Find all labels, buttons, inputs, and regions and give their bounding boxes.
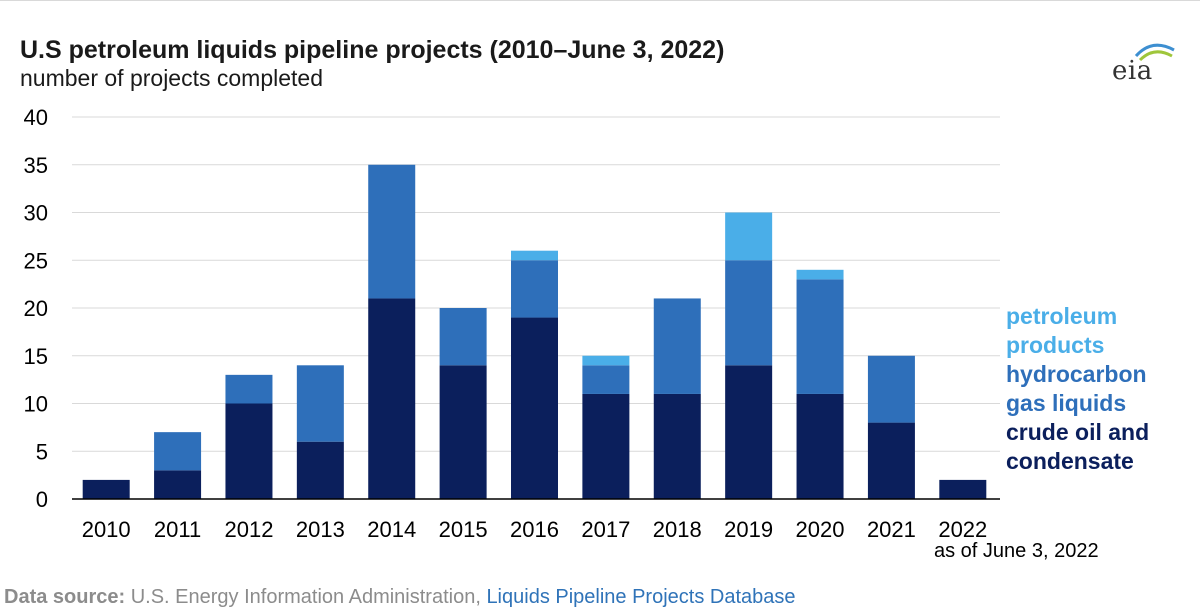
legend-item-crude-oil-and-condensate: crude oil and condensate <box>1006 419 1150 474</box>
y-tick-label: 40 <box>24 105 48 130</box>
bar-petroleum-products-2016 <box>511 250 558 261</box>
bar-crude-oil-and-condensate-2014 <box>368 298 416 499</box>
bar-hydrocarbon-gas-liquids-2015 <box>439 308 487 366</box>
x-tick-label: 2011 <box>154 517 201 542</box>
date-note: as of June 3, 2022 <box>934 540 1099 562</box>
bar-crude-oil-and-condensate-2013 <box>296 441 344 499</box>
x-tick-label: 2020 <box>796 517 845 542</box>
bar-hydrocarbon-gas-liquids-2013 <box>296 365 344 442</box>
x-tick-label: 2016 <box>510 517 559 542</box>
x-tick-label: 2014 <box>367 517 416 542</box>
x-tick-label: 2010 <box>82 517 131 542</box>
bar-crude-oil-and-condensate-2018 <box>653 393 701 499</box>
chart-legend: petroleum products hydrocarbon gas liqui… <box>1006 302 1196 476</box>
x-tick-label: 2022 <box>938 517 987 542</box>
x-tick-label: 2012 <box>224 517 273 542</box>
bar-hydrocarbon-gas-liquids-2018 <box>653 298 701 394</box>
bar-crude-oil-and-condensate-2016 <box>511 317 558 499</box>
bar-petroleum-products-2019 <box>725 212 773 261</box>
chart-title: U.S petroleum liquids pipeline projects … <box>20 36 725 64</box>
y-tick-label: 35 <box>24 153 48 178</box>
x-tick-label: 2013 <box>296 517 345 542</box>
x-tick-label: 2017 <box>581 517 630 542</box>
bar-crude-oil-and-condensate-2017 <box>582 393 630 499</box>
y-tick-label: 0 <box>36 487 48 512</box>
source-label: Data source: <box>4 586 126 608</box>
bar-hydrocarbon-gas-liquids-2012 <box>225 374 273 404</box>
bar-crude-oil-and-condensate-2021 <box>867 422 915 499</box>
bar-crude-oil-and-condensate-2015 <box>439 365 487 499</box>
source-link[interactable]: Liquids Pipeline Projects Database <box>486 586 796 608</box>
legend-item-hydrocarbon-gas-liquids: hydrocarbon gas liquids <box>1006 361 1147 416</box>
x-tick-label: 2021 <box>867 517 916 542</box>
bar-crude-oil-and-condensate-2012 <box>225 403 273 499</box>
data-source: Data source: U.S. Energy Information Adm… <box>4 586 796 609</box>
bar-hydrocarbon-gas-liquids-2017 <box>582 365 630 394</box>
bar-hydrocarbon-gas-liquids-2016 <box>511 260 558 318</box>
legend-item-petroleum-products: petroleum products <box>1006 303 1118 358</box>
bar-crude-oil-and-condensate-2020 <box>796 393 844 499</box>
eia-logo-text: eia <box>1112 56 1153 86</box>
x-tick-label: 2018 <box>653 517 702 542</box>
y-tick-label: 20 <box>24 296 48 321</box>
chart-subtitle: number of projects completed <box>20 65 323 91</box>
y-tick-label: 15 <box>24 344 48 369</box>
x-tick-label: 2015 <box>439 517 488 542</box>
top-divider <box>0 0 1200 1</box>
y-tick-label: 10 <box>24 392 48 417</box>
bar-hydrocarbon-gas-liquids-2020 <box>796 279 844 394</box>
bar-hydrocarbon-gas-liquids-2019 <box>725 260 773 366</box>
y-tick-label: 30 <box>24 201 48 226</box>
bar-petroleum-products-2020 <box>796 269 844 280</box>
x-tick-label: 2019 <box>724 517 773 542</box>
bar-hydrocarbon-gas-liquids-2021 <box>867 355 915 423</box>
bar-crude-oil-and-condensate-2011 <box>154 470 202 499</box>
y-tick-label: 5 <box>36 439 48 464</box>
bar-petroleum-products-2017 <box>582 355 630 366</box>
bar-hydrocarbon-gas-liquids-2011 <box>154 432 202 471</box>
y-tick-label: 25 <box>24 248 48 273</box>
eia-logo: eia <box>1112 36 1192 86</box>
bar-crude-oil-and-condensate-2010 <box>82 479 130 499</box>
source-text: U.S. Energy Information Administration, <box>130 586 481 608</box>
bar-crude-oil-and-condensate-2022 <box>939 479 987 499</box>
bar-crude-oil-and-condensate-2019 <box>725 365 773 499</box>
eia-logo-icon <box>1134 43 1175 62</box>
bar-hydrocarbon-gas-liquids-2014 <box>368 164 416 299</box>
